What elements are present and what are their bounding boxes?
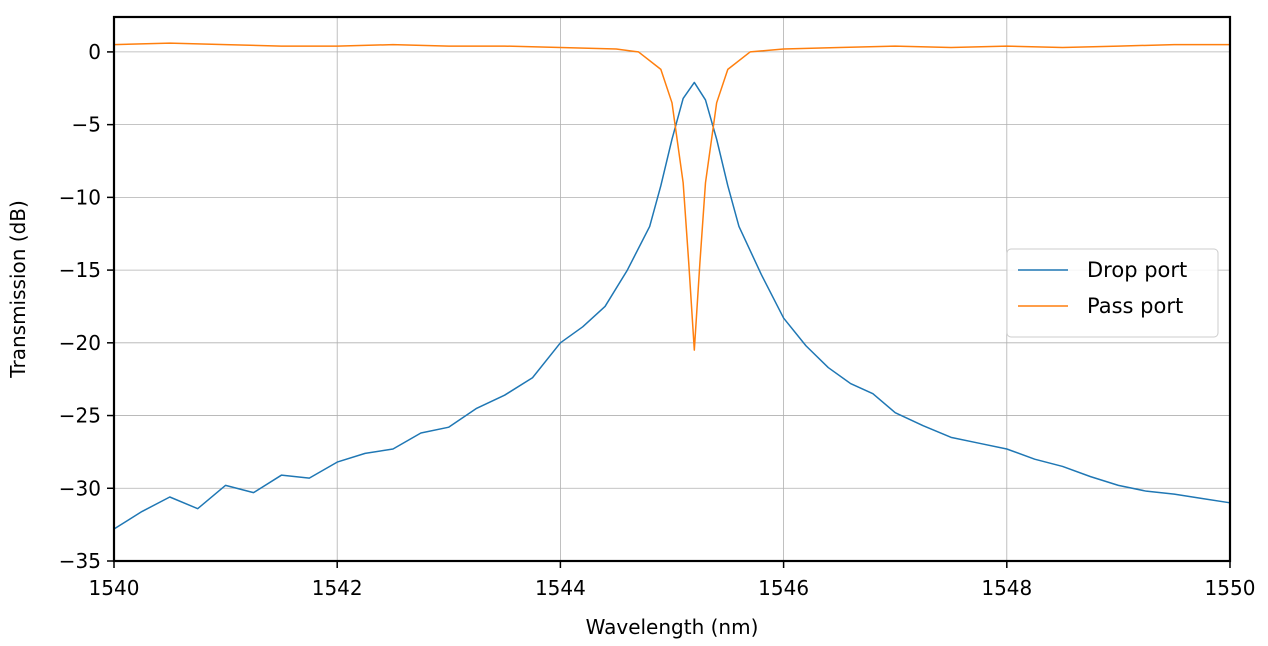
x-tick-label: 1540 — [89, 576, 140, 600]
y-tick-label: −15 — [59, 258, 101, 282]
series-line-0 — [113, 81, 1231, 530]
x-tick-label: 1542 — [312, 576, 363, 600]
y-tick-label: −30 — [59, 476, 101, 500]
y-tick-label: −35 — [59, 549, 101, 573]
x-tick-label: 1544 — [535, 576, 586, 600]
legend-label: Pass port — [1087, 294, 1183, 318]
x-axis-label: Wavelength (nm) — [586, 615, 759, 639]
y-tick-label: 0 — [88, 40, 101, 64]
x-tick-label: 1550 — [1205, 576, 1256, 600]
x-tick-label: 1546 — [758, 576, 809, 600]
plot-frame — [112, 15, 1232, 563]
y-tick-label: −5 — [72, 113, 101, 137]
series-line-1 — [113, 42, 1230, 351]
y-axis-label: Transmission (dB) — [6, 200, 30, 379]
legend: Drop port Pass port — [1006, 248, 1219, 338]
series-layer — [113, 42, 1231, 530]
ticks: 1540 1542 1544 1546 1548 1550 0 −5 −10 −15 −20 −25 −… — [59, 40, 1256, 600]
legend-box — [1006, 248, 1219, 338]
y-tick-label: −20 — [59, 331, 101, 355]
legend-label: Drop port — [1087, 258, 1187, 282]
y-tick-label: −25 — [59, 404, 101, 428]
x-tick-label: 1548 — [981, 576, 1032, 600]
y-tick-label: −10 — [59, 185, 101, 209]
